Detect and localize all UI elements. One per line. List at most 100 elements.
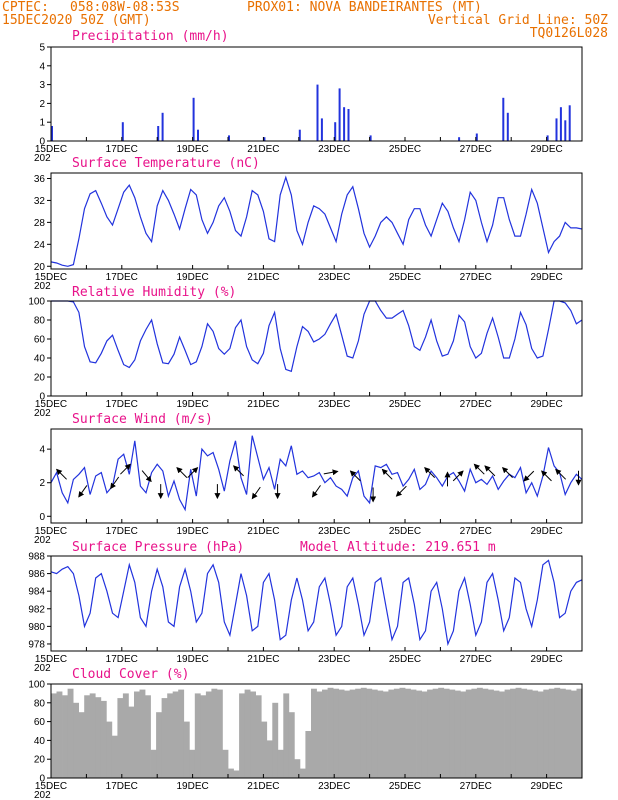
cloud-column <box>548 688 555 778</box>
cloud-column <box>382 691 389 778</box>
y-tick-label: 978 <box>28 639 45 650</box>
x-tick-label: 17DEC <box>106 654 138 665</box>
x-tick-label: 19DEC <box>176 144 208 155</box>
wind-title: Surface Wind (m/s) <box>72 412 213 427</box>
cloud-column <box>261 721 268 778</box>
y-tick-label: 100 <box>28 680 45 691</box>
temp-panel: 20 24 28 32 36 15DEC 17DEC 19DEC 21DEC 23DEC 25DEC… <box>34 172 583 292</box>
x-tick-label: 15DEC <box>35 526 67 537</box>
x-tick-label: 15DEC <box>35 781 67 792</box>
x-tick-label: 25DEC <box>389 399 421 410</box>
y-tick-label: 4 <box>39 445 45 456</box>
cloud-column <box>111 735 118 778</box>
x-tick-label: 15DEC <box>35 272 67 283</box>
wind-arrow <box>176 466 188 478</box>
cloud-column <box>526 689 533 778</box>
y-tick-label: 20 <box>34 262 46 273</box>
x-tick-label: 15DEC <box>35 654 67 665</box>
cloud-column <box>438 687 445 778</box>
cloud-column <box>521 688 528 778</box>
cloud-column <box>311 688 317 778</box>
header-station: PROX01: NOVA BANDEIRANTES (MT) <box>247 0 482 15</box>
cloud-column <box>349 689 356 778</box>
cloud-column <box>305 731 312 778</box>
precip-bar <box>334 122 337 141</box>
y-tick-label: 100 <box>28 297 45 308</box>
x-tick-label: 27DEC <box>460 781 492 792</box>
cloud-column <box>493 690 500 778</box>
cloud-column <box>565 689 572 778</box>
y-tick-label: 60 <box>34 335 46 346</box>
cloud-column <box>559 688 566 778</box>
precip-bar <box>506 112 509 141</box>
precip-frame <box>50 46 583 142</box>
y-tick-label: 5 <box>39 43 45 54</box>
x-tick-label: 21DEC <box>247 399 279 410</box>
cloud-column <box>482 688 489 778</box>
cloud-column <box>393 688 400 778</box>
header-coordinates: 058:08W-08:53S <box>70 0 180 15</box>
wind-arrow <box>141 470 152 483</box>
header-grid-note: Vertical Grid Line: 50Z <box>428 13 608 28</box>
precip-bar <box>559 107 562 141</box>
cloud-column <box>355 688 362 778</box>
x-tick-label: 25DEC <box>389 272 421 283</box>
temp-line <box>50 175 583 267</box>
cloud-column <box>128 706 135 778</box>
cloud-column <box>56 691 63 778</box>
wind-arrow <box>555 468 567 480</box>
precip-bar <box>161 112 164 141</box>
cloud-column <box>67 688 74 778</box>
y-tick-label: 80 <box>34 698 46 709</box>
y-tick-label: 60 <box>34 717 46 728</box>
cloud-column <box>333 688 339 778</box>
cloud-column <box>299 768 306 778</box>
cloud-column <box>78 712 85 778</box>
wind-arrow <box>473 463 485 475</box>
wind-arrow <box>311 485 321 498</box>
x-tick-label: 25DEC <box>389 781 421 792</box>
precip-bar <box>369 135 372 141</box>
cloud-column <box>266 740 273 778</box>
cloud-column <box>460 691 467 778</box>
y-tick-label: 2 <box>39 99 45 110</box>
x-tick-label: 17DEC <box>106 272 138 283</box>
header-datetime: 15DEC2020 50Z (GMT) <box>2 13 151 28</box>
cloud-column <box>471 688 478 778</box>
wind-panel: 0 2 4 15DEC 17DEC 19DEC 21DEC 23DEC 25DEC 27DEC 29… <box>34 428 583 546</box>
cloud-frame <box>50 683 583 779</box>
header-source: CPTEC: <box>2 0 49 15</box>
x-year-prefix: 202 <box>34 281 51 292</box>
precip-bar <box>343 107 346 141</box>
x-tick-label: 19DEC <box>176 399 208 410</box>
cloud-column <box>95 697 102 778</box>
x-tick-label: 29DEC <box>530 526 562 537</box>
cloud-column <box>250 691 256 778</box>
cloud-column <box>338 689 345 778</box>
wind-arrow <box>349 470 361 482</box>
x-tick-label: 29DEC <box>530 144 562 155</box>
y-tick-label: 40 <box>34 354 46 365</box>
precip-bar <box>197 129 199 141</box>
x-tick-label: 27DEC <box>460 654 492 665</box>
cloud-column <box>454 690 461 778</box>
precip-bar <box>568 105 571 141</box>
cloud-column <box>427 689 433 778</box>
cloud-column <box>228 768 234 778</box>
precip-bar <box>157 126 160 141</box>
x-tick-label: 15DEC <box>35 399 67 410</box>
x-year-prefix: 202 <box>34 408 51 419</box>
y-tick-label: 986 <box>28 569 45 580</box>
x-tick-label: 21DEC <box>247 781 279 792</box>
cloud-column <box>189 749 196 778</box>
x-tick-label: 19DEC <box>176 781 208 792</box>
cloud-column <box>570 690 577 778</box>
x-tick-label: 23DEC <box>318 399 350 410</box>
cloud-column <box>216 689 223 778</box>
cloud-column <box>244 689 251 778</box>
pressure-altitude-note: Model Altitude: 219.651 m <box>300 540 496 555</box>
cloud-column <box>156 712 162 778</box>
x-tick-label: 29DEC <box>530 399 562 410</box>
x-tick-label: 17DEC <box>106 781 138 792</box>
